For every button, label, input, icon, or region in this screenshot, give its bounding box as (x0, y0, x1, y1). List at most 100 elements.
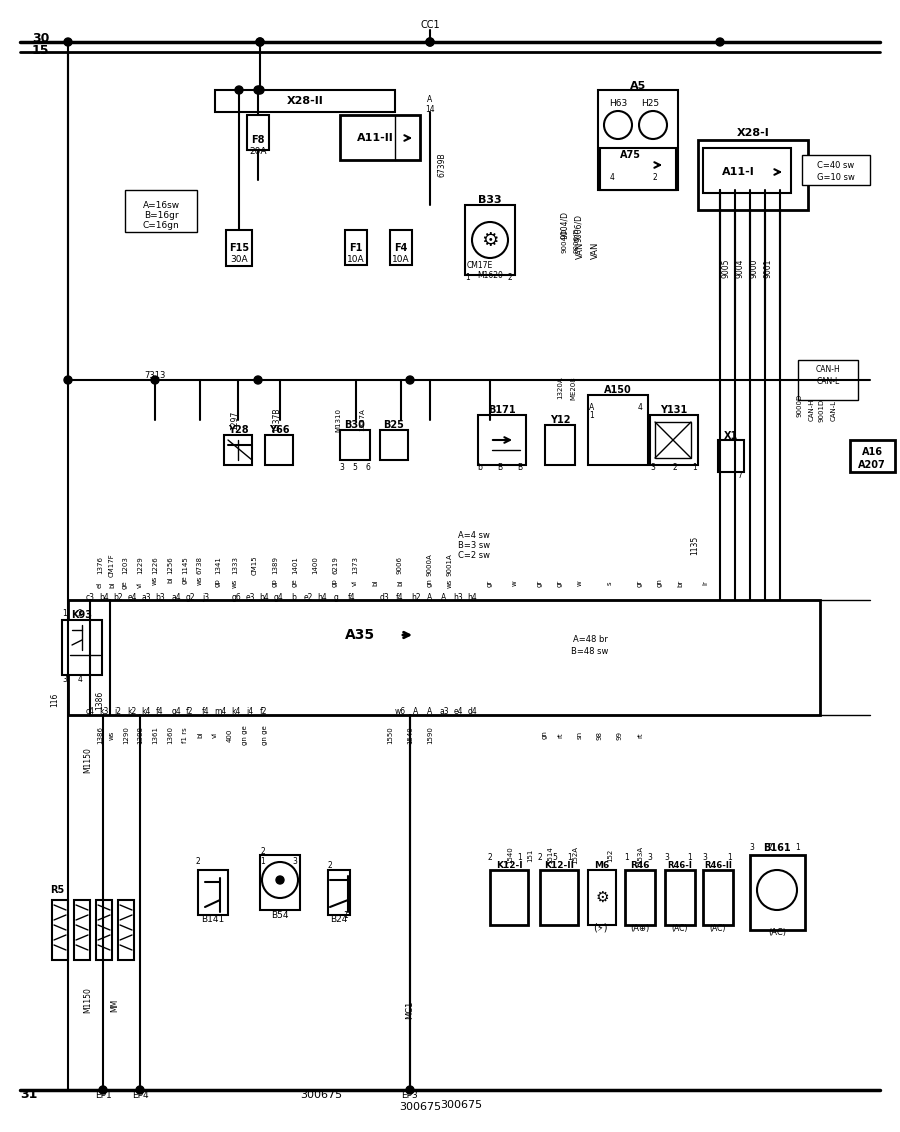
Text: gn: gn (427, 578, 433, 588)
Text: g: g (334, 593, 338, 602)
Text: 1540: 1540 (407, 726, 413, 744)
Text: b2: b2 (113, 593, 122, 602)
Text: b: b (292, 593, 296, 602)
Text: 1203: 1203 (122, 556, 128, 574)
Text: H25: H25 (641, 98, 659, 108)
Text: el: el (97, 582, 103, 589)
Text: sn: sn (577, 731, 583, 739)
Circle shape (254, 86, 262, 94)
Text: gn ge: gn ge (262, 726, 268, 745)
Text: B=3 sw: B=3 sw (458, 540, 491, 549)
Text: c4: c4 (86, 708, 94, 717)
Text: X28-II: X28-II (286, 96, 323, 106)
Text: B141: B141 (202, 916, 225, 925)
Circle shape (256, 38, 264, 46)
Text: j2: j2 (114, 708, 122, 717)
Text: 30: 30 (32, 32, 50, 44)
Text: X28-I: X28-I (736, 128, 770, 138)
Bar (224, 435, 252, 465)
Text: 4: 4 (637, 403, 643, 412)
Text: w6: w6 (394, 708, 406, 717)
Text: (AC): (AC) (671, 924, 688, 933)
Text: 2: 2 (261, 848, 266, 857)
Text: 2: 2 (672, 463, 678, 472)
Text: MC1: MC1 (406, 1001, 415, 1019)
Text: 9005: 9005 (722, 258, 731, 277)
Text: gp: gp (215, 578, 221, 588)
Text: CM17F: CM17F (109, 554, 115, 577)
Bar (490, 871, 528, 925)
Text: A: A (590, 403, 595, 412)
Text: 2: 2 (768, 843, 772, 852)
Bar (198, 871, 228, 915)
Text: 1333: 1333 (232, 556, 238, 574)
Circle shape (256, 38, 264, 46)
Text: 1337A: 1337A (359, 409, 365, 431)
Text: 400: 400 (227, 728, 233, 741)
Bar (750, 855, 805, 931)
Text: 1373: 1373 (352, 556, 358, 574)
Bar (62, 620, 102, 675)
Text: bl: bl (372, 580, 378, 586)
Text: 14: 14 (425, 105, 435, 114)
Text: 2: 2 (195, 858, 201, 866)
Text: ⚙: ⚙ (595, 890, 608, 904)
Text: k3: k3 (99, 708, 109, 717)
Bar (96, 900, 112, 960)
Text: K12-I: K12-I (496, 860, 522, 869)
Text: gr: gr (537, 580, 543, 586)
Text: h4: h4 (467, 593, 477, 602)
Text: A16: A16 (861, 447, 883, 457)
Bar (465, 205, 515, 275)
Circle shape (256, 86, 264, 94)
Text: EP3: EP3 (401, 1090, 419, 1099)
Text: b: b (478, 463, 482, 472)
Text: g2: g2 (185, 593, 194, 602)
Text: 6739B: 6739B (437, 153, 446, 178)
Text: e4: e4 (127, 593, 137, 602)
Text: 1389: 1389 (272, 556, 278, 574)
Bar (380, 430, 408, 460)
Text: 1: 1 (693, 463, 698, 472)
Bar (600, 148, 676, 190)
Bar (655, 422, 691, 458)
Text: vi: vi (212, 732, 218, 738)
Text: s: s (607, 581, 613, 585)
Text: 1: 1 (625, 852, 629, 861)
Text: EP4: EP4 (131, 1090, 149, 1099)
Text: F15: F15 (229, 243, 249, 252)
Circle shape (64, 38, 72, 46)
Text: B24: B24 (330, 916, 347, 925)
Circle shape (426, 38, 434, 46)
Text: 1: 1 (727, 852, 733, 861)
Text: 1229: 1229 (137, 556, 143, 574)
Text: 4: 4 (609, 173, 615, 182)
Text: f4: f4 (202, 708, 210, 717)
Text: 1297: 1297 (230, 411, 239, 430)
Text: 6738: 6738 (197, 556, 203, 574)
Text: 153A: 153A (637, 846, 643, 864)
Text: 9004: 9004 (735, 258, 744, 277)
Text: gp: gp (272, 578, 278, 588)
Text: A150: A150 (604, 385, 632, 395)
Text: A=48 br: A=48 br (572, 635, 608, 644)
Text: 10A: 10A (347, 256, 365, 265)
Text: K93: K93 (71, 610, 93, 620)
Text: 1550: 1550 (387, 726, 393, 744)
Text: 1: 1 (63, 609, 68, 618)
Text: e4: e4 (454, 708, 463, 717)
Bar (703, 871, 733, 925)
Text: 2: 2 (488, 852, 492, 861)
Text: K12-II: K12-II (544, 860, 574, 869)
Text: a3: a3 (141, 593, 151, 602)
Text: 1: 1 (796, 843, 800, 852)
Text: 10A: 10A (392, 256, 410, 265)
Text: bl: bl (397, 580, 403, 586)
Text: 152: 152 (607, 848, 613, 861)
Text: e3: e3 (245, 593, 255, 602)
Text: g4: g4 (273, 593, 283, 602)
Text: VAN: VAN (575, 241, 584, 259)
Bar (265, 435, 293, 465)
Text: B=48 sw: B=48 sw (572, 648, 608, 657)
Text: 1: 1 (465, 274, 471, 283)
